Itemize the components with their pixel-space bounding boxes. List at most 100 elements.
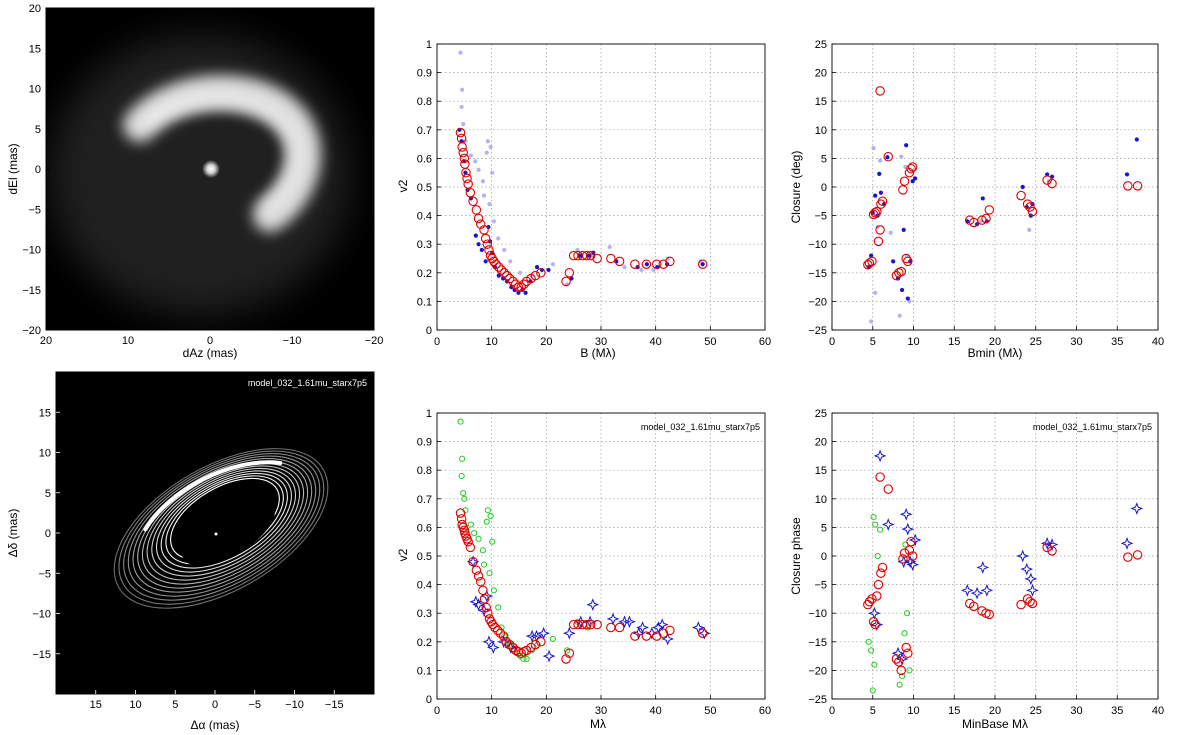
y-tick-label: 0 bbox=[426, 694, 432, 706]
y-tick-label: 5 bbox=[821, 522, 827, 534]
data-point bbox=[980, 196, 985, 201]
data-point bbox=[888, 230, 893, 235]
data-point bbox=[894, 657, 904, 667]
y-tick-label: 0.1 bbox=[417, 665, 432, 677]
data-point bbox=[901, 522, 915, 536]
data-point bbox=[466, 555, 480, 569]
y-tick-label: −10 bbox=[808, 239, 827, 251]
data-point bbox=[891, 654, 902, 664]
y-tick-label: −15 bbox=[808, 637, 827, 649]
data-point bbox=[461, 121, 466, 127]
data-point bbox=[480, 179, 486, 184]
data-point bbox=[458, 147, 468, 158]
data-point bbox=[907, 162, 918, 172]
data-point bbox=[516, 290, 521, 295]
bright-arc bbox=[143, 460, 283, 532]
y-tick-label: 0.7 bbox=[417, 125, 432, 137]
data-point bbox=[499, 268, 509, 278]
contour-line bbox=[146, 465, 301, 581]
data-point bbox=[875, 225, 885, 235]
data-point bbox=[1025, 597, 1035, 607]
data-point bbox=[585, 619, 596, 630]
y-tick-label: 0.9 bbox=[417, 437, 432, 449]
data-point bbox=[898, 673, 906, 680]
y-tick-label: 10 bbox=[815, 494, 827, 506]
data-point bbox=[519, 279, 529, 289]
data-point bbox=[549, 635, 556, 643]
y-tick-label: 0.1 bbox=[417, 296, 432, 308]
data-point bbox=[578, 253, 583, 258]
data-point bbox=[865, 638, 872, 645]
data-point bbox=[476, 167, 481, 172]
crescent-core bbox=[144, 95, 300, 211]
data-point bbox=[871, 661, 878, 668]
frame-p2 bbox=[436, 43, 766, 331]
data-point bbox=[484, 614, 495, 624]
data-point bbox=[564, 268, 575, 278]
x-tick-label: 10 bbox=[122, 335, 134, 347]
data-point bbox=[697, 259, 708, 269]
data-point bbox=[496, 265, 507, 275]
y-tick-label: 10 bbox=[39, 448, 51, 460]
data-point bbox=[475, 576, 486, 587]
y-tick-label: 15 bbox=[815, 96, 827, 108]
panel-contour-image: model_032_1.61mu_starx7p5 15 10 5 0 −5 −10 −15… bbox=[6, 371, 375, 732]
crescent-arc bbox=[123, 75, 321, 232]
data-point bbox=[905, 296, 910, 301]
data-point bbox=[1027, 227, 1032, 232]
data-point bbox=[904, 143, 909, 148]
data-point bbox=[516, 282, 526, 292]
data-point bbox=[1123, 552, 1133, 562]
y-tick-label: 1 bbox=[426, 408, 432, 420]
y-tick-label: 5 bbox=[821, 153, 827, 165]
data-point bbox=[874, 552, 881, 560]
data-point bbox=[481, 602, 491, 613]
data-point bbox=[489, 538, 496, 545]
data-point bbox=[483, 518, 490, 525]
x-tick-label: 60 bbox=[759, 705, 771, 717]
ylabel-p1: dEl (mas) bbox=[6, 143, 20, 194]
data-point bbox=[901, 227, 906, 232]
data-point bbox=[475, 219, 486, 229]
data-point bbox=[870, 207, 880, 218]
y-tick-label: −10 bbox=[32, 609, 51, 621]
y-tick-label: 0.3 bbox=[417, 239, 432, 251]
y-tick-label: 0.3 bbox=[417, 608, 432, 620]
data-point bbox=[903, 610, 911, 617]
contour-line bbox=[123, 453, 321, 601]
series-0 bbox=[865, 514, 913, 694]
data-point bbox=[480, 561, 488, 568]
contour-line bbox=[155, 470, 293, 573]
data-point bbox=[536, 268, 546, 278]
series-2 bbox=[863, 472, 1143, 676]
data-point bbox=[622, 264, 627, 270]
x-tick-label: 0 bbox=[207, 335, 213, 347]
y-tick-label: 20 bbox=[815, 68, 827, 80]
data-point bbox=[534, 264, 540, 270]
x-tick-label: 0 bbox=[434, 336, 440, 348]
data-point bbox=[1134, 137, 1139, 142]
data-point bbox=[495, 604, 502, 611]
contour-ellipses bbox=[113, 448, 329, 609]
data-point bbox=[876, 526, 884, 533]
data-point bbox=[623, 615, 636, 629]
data-point bbox=[496, 236, 501, 241]
ylabel-p4: Δδ (mas) bbox=[6, 509, 20, 558]
axes-container: 0 10 20 30 40 50 60 0 0.1 0.2 0.3 0.4 0.5 0.6 0.7 0.8 0.… bbox=[417, 408, 771, 717]
data-point bbox=[569, 276, 574, 281]
data-point bbox=[868, 606, 881, 620]
inner-hole bbox=[182, 501, 275, 566]
y-tick-label: 0.6 bbox=[417, 153, 432, 165]
y-tick-label: 0.2 bbox=[417, 268, 432, 280]
xlabel-p3: Bmin (Mλ) bbox=[968, 346, 1023, 360]
data-point bbox=[868, 647, 875, 654]
data-point bbox=[899, 176, 910, 187]
data-point bbox=[1123, 181, 1133, 191]
data-point bbox=[652, 259, 662, 269]
data-point bbox=[498, 631, 509, 641]
data-point bbox=[651, 267, 656, 273]
contour-line bbox=[118, 450, 325, 605]
data-point bbox=[906, 163, 916, 174]
y-tick-label: −15 bbox=[808, 268, 827, 280]
data-point bbox=[883, 484, 893, 494]
